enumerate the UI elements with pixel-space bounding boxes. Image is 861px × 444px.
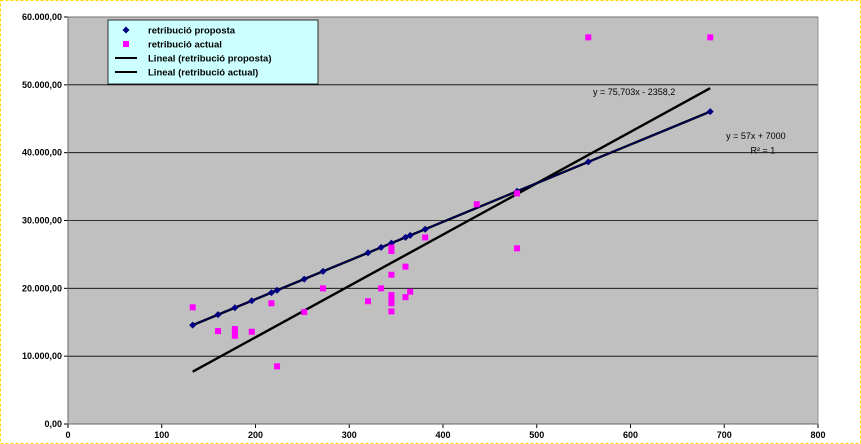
legend-label: retribució actual [148, 40, 222, 51]
ytick-label: 10.000,00 [22, 351, 62, 361]
legend-label: retribució proposta [148, 26, 236, 37]
trendline-equation: y = 57x + 7000 [726, 131, 786, 141]
actual-point [514, 190, 521, 197]
legend-diamond-symbol [122, 26, 130, 34]
axes: 0,00 10.000,00 20.000,00 30.000,00 40.000,00… [22, 12, 826, 440]
actual-point [248, 328, 255, 335]
actual-point [388, 295, 395, 302]
annotations: y = 75,703x - 2358,2 y = 57x + 7000 R² = 1 [593, 87, 786, 155]
actual-point [301, 309, 308, 316]
trendline-equation: y = 75,703x - 2358,2 [593, 87, 675, 97]
actual-point [585, 34, 592, 41]
proposta-point [364, 249, 372, 257]
proposta-point [248, 297, 256, 305]
actual-point [388, 248, 395, 255]
trendline-equation: R² = 1 [751, 145, 776, 155]
xtick-label: 300 [342, 430, 357, 440]
ytick-label: 50.000,00 [22, 80, 62, 90]
legend-label: Lineal (retribució proposta) [148, 54, 272, 65]
proposta-point [300, 275, 308, 283]
actual-point [707, 34, 714, 41]
actual-point [365, 298, 371, 305]
ytick-label: 30.000,00 [22, 216, 62, 226]
actual-point [231, 326, 238, 333]
proposta-point [273, 286, 281, 294]
xtick-label: 100 [154, 430, 169, 440]
data-markers [189, 34, 714, 370]
actual-point [388, 300, 395, 307]
ytick-label: 20.000,00 [22, 283, 62, 293]
proposta-point [584, 158, 592, 166]
actual-point [514, 245, 521, 252]
trendline [192, 87, 711, 373]
legend-square-symbol [123, 41, 129, 47]
actual-point [189, 304, 196, 311]
proposta-point [421, 225, 429, 233]
actual-point [402, 294, 409, 301]
actual-point [215, 328, 221, 335]
xtick-label: 600 [623, 430, 638, 440]
proposta-point [231, 304, 239, 312]
plot-border [67, 16, 819, 425]
actual-point [422, 234, 429, 241]
actual-point [388, 271, 395, 278]
proposta-point [377, 243, 385, 251]
actual-point [388, 244, 395, 251]
actual-point [388, 308, 395, 315]
actual-point [407, 288, 414, 295]
actual-point [231, 332, 238, 339]
legend-box [107, 19, 319, 85]
proposta-point [214, 311, 222, 319]
xtick-label: 800 [810, 430, 825, 440]
proposta-point [406, 231, 414, 239]
xtick-label: 700 [717, 430, 732, 440]
proposta-point [267, 289, 275, 297]
legend: retribució proposta retribució actual Line… [107, 19, 319, 85]
ytick-label: 60.000,00 [22, 12, 62, 22]
actual-point [268, 300, 275, 307]
proposta-point [319, 267, 327, 275]
actual-point [320, 285, 326, 292]
xtick-label: 400 [435, 430, 450, 440]
actual-point [402, 263, 409, 270]
actual-point [388, 292, 395, 299]
proposta-point [706, 108, 714, 116]
xtick-label: 200 [248, 430, 263, 440]
proposta-point [189, 321, 197, 329]
actual-point [274, 363, 281, 370]
ytick-label: 40.000,00 [22, 148, 62, 158]
legend-label: Lineal (retribució actual) [148, 68, 258, 79]
ytick-label: 0,00 [44, 419, 62, 429]
xtick-label: 500 [529, 430, 544, 440]
xtick-label: 0 [65, 430, 70, 440]
actual-point [473, 201, 480, 208]
actual-point [378, 285, 385, 292]
